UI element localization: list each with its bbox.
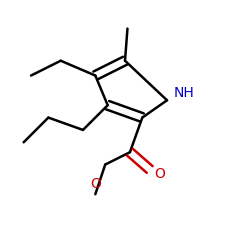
Text: NH: NH <box>174 86 195 100</box>
Text: O: O <box>90 177 101 191</box>
Text: O: O <box>154 168 165 181</box>
